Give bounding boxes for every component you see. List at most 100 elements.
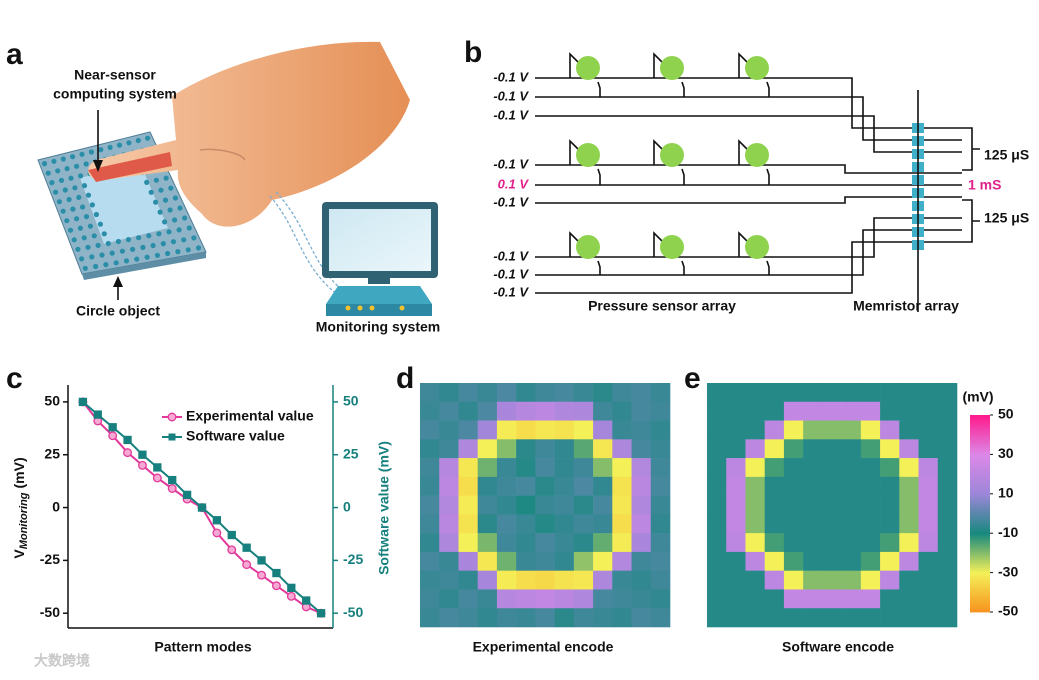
heatmap-cell — [937, 608, 958, 628]
voltage-label: -0.1 V — [493, 248, 529, 263]
heatmap-cell — [496, 420, 517, 440]
heatmap-cell — [650, 383, 671, 403]
colorbar-segment — [970, 529, 990, 532]
heatmap-cell — [439, 439, 459, 459]
heatmap-cell — [822, 551, 842, 571]
colorbar-segment — [970, 603, 990, 607]
colorbar-segment — [970, 495, 990, 498]
heatmap-cell — [631, 439, 652, 459]
sensor-dot — [145, 135, 151, 141]
heatmap-cell — [535, 476, 555, 496]
voltage-label: -0.1 V — [493, 69, 529, 84]
heatmap-cell — [593, 476, 613, 496]
sensor-dot — [134, 256, 140, 262]
heatmap-cell — [631, 570, 652, 590]
heatmap-cell — [899, 570, 919, 590]
colorbar-label: (mV) — [962, 389, 993, 405]
sensor-dot — [83, 161, 89, 167]
heatmap-cell — [535, 420, 555, 440]
colorbar-segment — [970, 517, 990, 520]
sensor-dot — [87, 223, 93, 229]
colorbar-segment — [970, 501, 990, 504]
heatmap-cell — [516, 401, 536, 421]
heatmap-cell — [726, 476, 746, 496]
wire — [535, 115, 918, 153]
y2-tick-label: -50 — [343, 604, 363, 620]
heatmap-cell — [937, 589, 958, 609]
heatmap-cell — [841, 420, 862, 440]
heatmap-cell — [745, 383, 765, 403]
sensor-dot — [154, 252, 160, 258]
heatmap-cell — [535, 533, 555, 553]
heatmap-cell — [918, 608, 939, 628]
colorbar-segment — [970, 547, 990, 551]
sensor-lead — [653, 139, 665, 165]
y2-axis-label: Software value (mV) — [376, 441, 392, 575]
heatmap-cell — [726, 533, 746, 553]
heatmap-cell — [573, 401, 594, 421]
colorbar-segment — [970, 575, 990, 579]
heatmap-cell — [420, 439, 440, 459]
heatmap-cell — [477, 608, 498, 628]
sensor-dot — [91, 233, 97, 239]
colorbar-segment — [970, 581, 990, 585]
point — [123, 435, 132, 445]
heatmap-cell — [783, 401, 804, 421]
sensor-dot — [72, 185, 78, 191]
colorbar-segment — [970, 491, 990, 494]
heatmap-cell — [803, 495, 823, 515]
heatmap-cell — [783, 533, 804, 553]
heatmap-cell — [764, 608, 785, 628]
colorbar-segment — [970, 591, 990, 595]
heatmap-cell — [880, 476, 900, 496]
heatmap-cell — [899, 420, 919, 440]
heatmap-cell — [822, 439, 842, 459]
heatmap-cell — [707, 420, 727, 440]
colorbar-segment — [970, 565, 990, 569]
heatmap-cell — [707, 401, 727, 421]
heatmap-cell — [745, 420, 765, 440]
sensor-dot — [181, 237, 187, 243]
colorbar-segment — [970, 469, 990, 472]
sensor-dot — [99, 252, 105, 258]
hand — [88, 41, 410, 227]
heatmap-cell — [554, 570, 575, 590]
sensor-dot — [55, 168, 61, 174]
wire — [535, 229, 918, 276]
point — [137, 460, 147, 470]
heatmap-cell — [937, 401, 958, 421]
annotation: Near-sensor — [74, 67, 156, 83]
sensor-lead — [766, 260, 770, 275]
colorbar-segment — [970, 563, 990, 567]
colorbar-segment — [970, 421, 990, 424]
heatmap-cell — [650, 608, 671, 628]
colorbar-segment — [970, 445, 990, 448]
sensor-dot — [185, 247, 191, 253]
y-tick-label: 25 — [44, 445, 60, 461]
annotation: computing system — [53, 86, 177, 102]
sensor-lead — [597, 81, 601, 97]
colorbar-segment — [970, 465, 990, 468]
pressure-sensor — [660, 235, 684, 259]
colorbar-segment — [970, 553, 990, 557]
sensor-lead — [597, 168, 601, 185]
point — [316, 609, 326, 618]
heatmap-cell — [860, 551, 881, 571]
heatmap-cell — [764, 570, 785, 590]
heatmap-cell — [554, 589, 575, 609]
point — [257, 556, 266, 565]
sensor-dot — [74, 216, 80, 222]
colorbar-segment — [970, 519, 990, 522]
sensor-dot — [167, 207, 173, 213]
heatmap-cell — [937, 458, 958, 478]
heatmap-cell — [631, 458, 652, 478]
heatmap-cell — [726, 551, 746, 571]
heatmap-cell — [764, 439, 785, 459]
sensor-dot — [146, 233, 152, 239]
finger-sensor — [88, 152, 172, 182]
heatmap-cell — [899, 533, 919, 553]
heatmap-cell — [707, 458, 727, 478]
heatmap-cell — [439, 401, 459, 421]
heatmap-cell — [631, 401, 652, 421]
heatmap-cell — [918, 570, 939, 590]
